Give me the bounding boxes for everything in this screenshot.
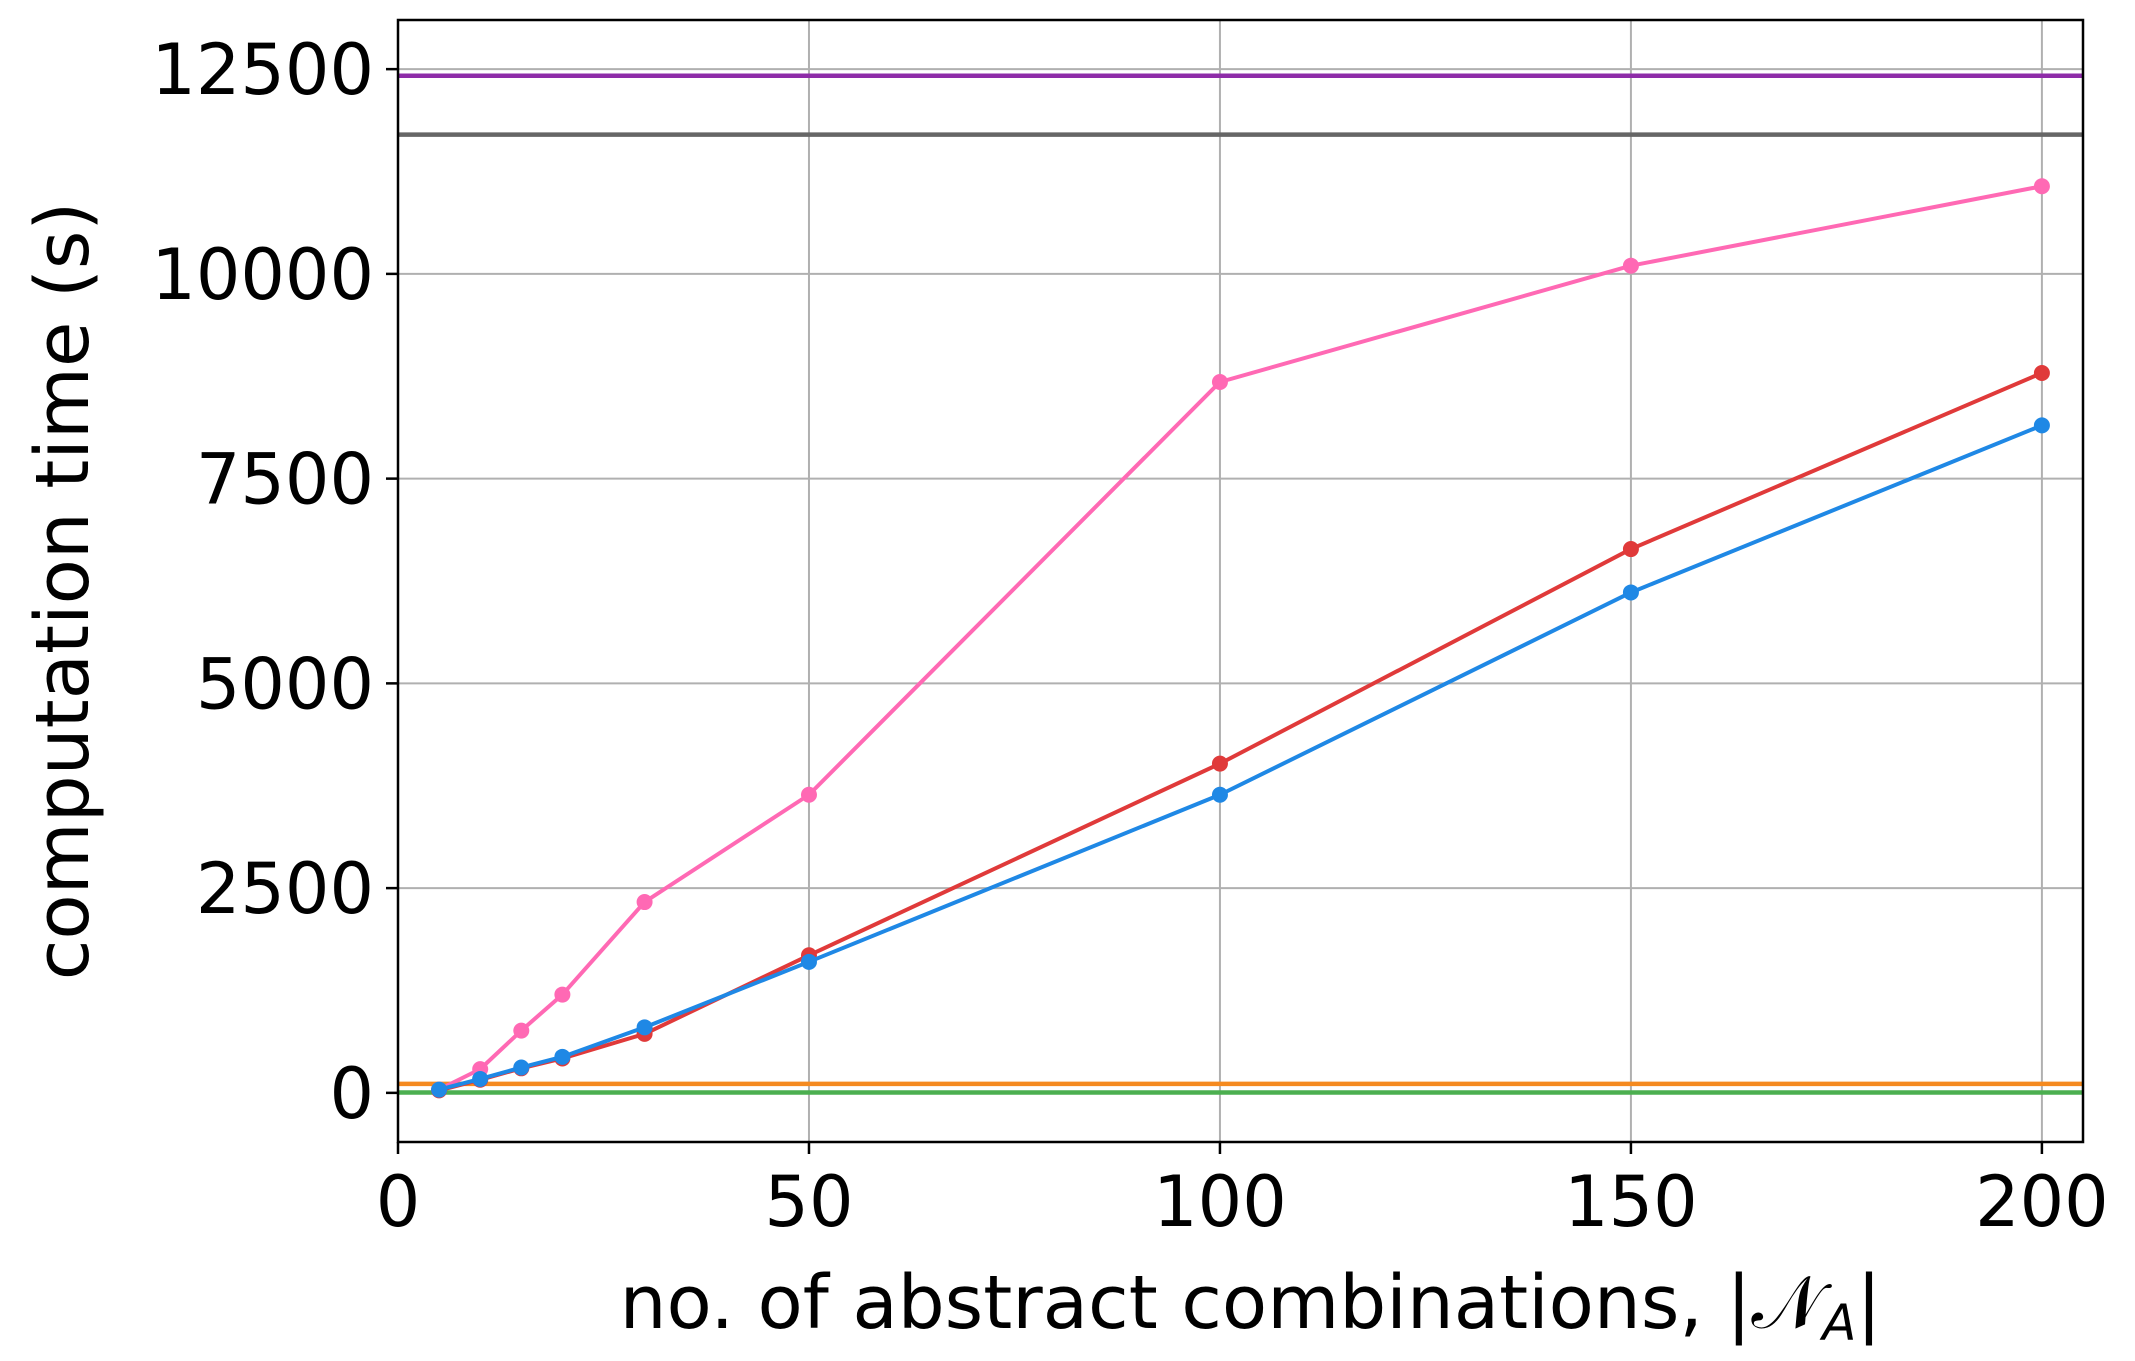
x-tick-label: 200 [1975,1161,2109,1243]
x-tick-label: 150 [1564,1161,1698,1243]
series-line [438,371,2043,1093]
y-tick-label: 0 [329,1053,374,1135]
data-point [1211,786,1228,803]
x-tick-label: 0 [376,1161,421,1243]
data-point [431,1081,448,1098]
data-point [1211,373,1228,390]
y-tick-label: 10000 [151,234,374,316]
data-point [800,786,817,803]
data-point [1622,541,1639,558]
data-point [1622,584,1639,601]
plot-area [398,73,2083,1099]
y-axis-label: computation time (s) [20,202,106,981]
data-point [636,1019,653,1036]
series-line [438,184,2043,1092]
y-tick-label: 5000 [196,643,374,725]
x-tick-label: 100 [1153,1161,1287,1243]
data-point [513,1059,530,1076]
data-point [472,1070,489,1087]
series-line [438,423,2043,1092]
data-point [554,986,571,1003]
data-point [2033,178,2050,195]
data-point [1622,257,1639,274]
y-tick-label: 7500 [196,439,374,521]
x-tick-label: 50 [764,1161,853,1243]
axes-frame [396,18,2085,1144]
y-tick-label: 2500 [196,848,374,930]
data-point [554,1048,571,1065]
grid [397,20,2083,1142]
ticks: 0 50 100 150 200 0 2500 5000 7500 10000 12500 [151,29,2108,1243]
data-point [800,953,817,970]
y-tick-label: 12500 [151,29,374,111]
data-point [2033,417,2050,434]
data-point [2033,364,2050,381]
x-axis-label: no. of abstract combinations, |𝒩A| [620,1260,1882,1352]
data-point [513,1022,530,1039]
data-point [1211,755,1228,772]
data-point [636,894,653,911]
